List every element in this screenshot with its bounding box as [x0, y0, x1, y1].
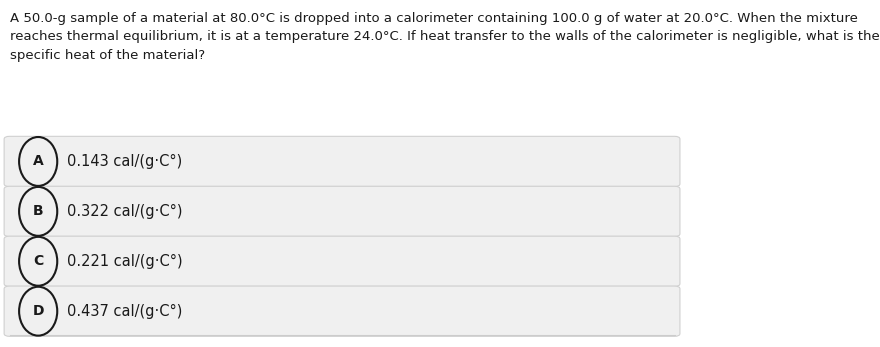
Text: 0.143 cal/(g·C°): 0.143 cal/(g·C°) — [68, 154, 183, 169]
FancyBboxPatch shape — [4, 136, 680, 187]
FancyBboxPatch shape — [4, 186, 680, 237]
Ellipse shape — [19, 187, 57, 236]
Text: 0.221 cal/(g·C°): 0.221 cal/(g·C°) — [68, 254, 183, 269]
Text: C: C — [33, 254, 43, 268]
Ellipse shape — [19, 237, 57, 286]
Text: 0.437 cal/(g·C°): 0.437 cal/(g·C°) — [68, 304, 183, 319]
Text: A: A — [33, 154, 43, 168]
Ellipse shape — [19, 137, 57, 186]
Text: B: B — [33, 204, 43, 218]
Text: D: D — [33, 304, 44, 318]
FancyBboxPatch shape — [4, 286, 680, 336]
Text: 0.322 cal/(g·C°): 0.322 cal/(g·C°) — [68, 204, 183, 219]
FancyBboxPatch shape — [4, 236, 680, 286]
Text: A 50.0-g sample of a material at 80.0°C is dropped into a calorimeter containing: A 50.0-g sample of a material at 80.0°C … — [10, 12, 879, 62]
Ellipse shape — [19, 287, 57, 336]
